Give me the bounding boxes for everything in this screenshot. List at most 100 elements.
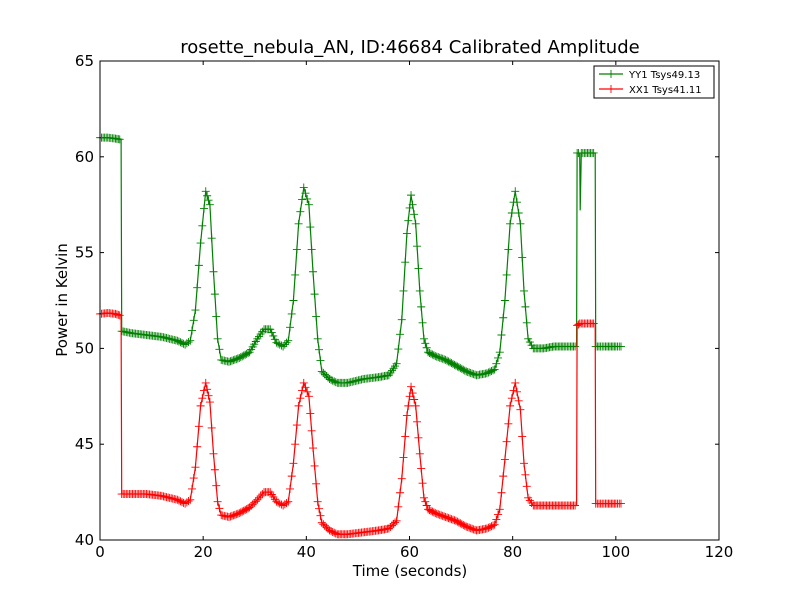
- data-point: [191, 306, 200, 315]
- data-point: [200, 204, 209, 213]
- data-point: [499, 313, 508, 322]
- series-2: [96, 308, 625, 539]
- y-tick-label: 40: [75, 531, 94, 549]
- data-point: [307, 245, 316, 254]
- data-point: [284, 336, 293, 345]
- data-point: [399, 286, 408, 295]
- legend-label: YY1 Tsys49.13: [628, 70, 700, 81]
- data-point: [307, 426, 316, 435]
- data-point: [280, 340, 289, 349]
- data-point: [408, 200, 417, 209]
- data-point: [184, 497, 193, 506]
- data-point: [309, 444, 318, 453]
- data-point: [413, 417, 422, 426]
- data-point: [512, 387, 521, 396]
- data-point: [212, 312, 221, 321]
- data-point: [186, 336, 195, 345]
- data-point: [201, 378, 210, 387]
- data-point: [518, 253, 527, 262]
- data-point: [212, 481, 221, 490]
- data-point: [191, 463, 200, 472]
- data-point: [520, 459, 529, 468]
- data-point: [209, 267, 218, 276]
- data-point: [414, 433, 423, 442]
- data-point: [404, 216, 413, 225]
- data-point: [417, 302, 426, 311]
- data-point: [207, 423, 216, 432]
- data-point: [507, 394, 516, 403]
- legend-item-2: XX1 Tsys41.11: [599, 85, 702, 96]
- data-point: [179, 339, 188, 348]
- data-point: [520, 286, 529, 295]
- data-point: [266, 325, 275, 334]
- data-point: [301, 189, 310, 198]
- x-tick-label: 0: [95, 543, 105, 561]
- data-point: [274, 339, 283, 348]
- data-point: [419, 493, 428, 502]
- data-point: [205, 200, 214, 209]
- data-point: [287, 309, 296, 318]
- data-point: [294, 219, 303, 228]
- data-point: [512, 198, 521, 207]
- legend-item-1: YY1 Tsys49.13: [599, 70, 700, 81]
- data-point: [256, 491, 265, 500]
- data-point: [522, 318, 531, 327]
- data-point: [184, 338, 193, 347]
- data-point: [204, 391, 213, 400]
- data-point: [514, 396, 523, 405]
- y-tick-label: 65: [75, 52, 94, 70]
- data-point: [196, 401, 205, 410]
- data-point: [315, 345, 324, 354]
- data-point: [282, 338, 291, 347]
- data-point: [292, 421, 301, 430]
- data-point: [299, 378, 308, 387]
- data-point: [203, 385, 212, 394]
- data-point: [525, 338, 534, 347]
- data-point: [306, 409, 315, 418]
- data-point: [392, 359, 401, 368]
- data-point: [189, 316, 198, 325]
- data-point: [115, 311, 124, 320]
- data-point: [589, 319, 598, 328]
- data-point: [279, 342, 288, 351]
- data-point: [408, 389, 417, 398]
- data-point: [289, 296, 298, 305]
- data-point: [407, 191, 416, 200]
- data-point: [198, 221, 207, 230]
- data-point: [203, 191, 212, 200]
- data-point: [511, 187, 520, 196]
- chart-title: rosette_nebula_AN, ID:46684 Calibrated A…: [180, 37, 639, 58]
- data-point: [516, 219, 525, 228]
- data-point: [399, 453, 408, 462]
- data-point: [402, 229, 411, 238]
- data-point: [616, 342, 625, 351]
- data-point: [490, 365, 499, 374]
- data-point: [205, 398, 214, 407]
- data-point: [492, 359, 501, 368]
- y-tick-label: 60: [75, 148, 94, 166]
- data-point: [316, 511, 325, 520]
- data-point: [196, 239, 205, 248]
- x-tick-label: 20: [194, 543, 213, 561]
- data-point: [521, 302, 530, 311]
- data-point: [507, 209, 516, 218]
- data-point: [401, 258, 410, 267]
- data-point: [187, 326, 196, 335]
- data-point: [309, 267, 318, 276]
- y-tick-label: 55: [75, 244, 94, 262]
- data-point: [267, 328, 276, 337]
- data-point: [495, 348, 504, 357]
- data-point: [213, 497, 222, 506]
- data-point: [270, 335, 279, 344]
- data-point: [497, 330, 506, 339]
- plot-layer: [96, 133, 625, 539]
- data-point: [504, 419, 513, 428]
- data-point: [210, 290, 219, 299]
- data-point: [492, 515, 501, 524]
- data-point: [193, 283, 202, 292]
- data-point: [518, 432, 527, 441]
- data-point: [495, 505, 504, 514]
- data-point: [391, 518, 400, 527]
- data-point: [504, 245, 513, 254]
